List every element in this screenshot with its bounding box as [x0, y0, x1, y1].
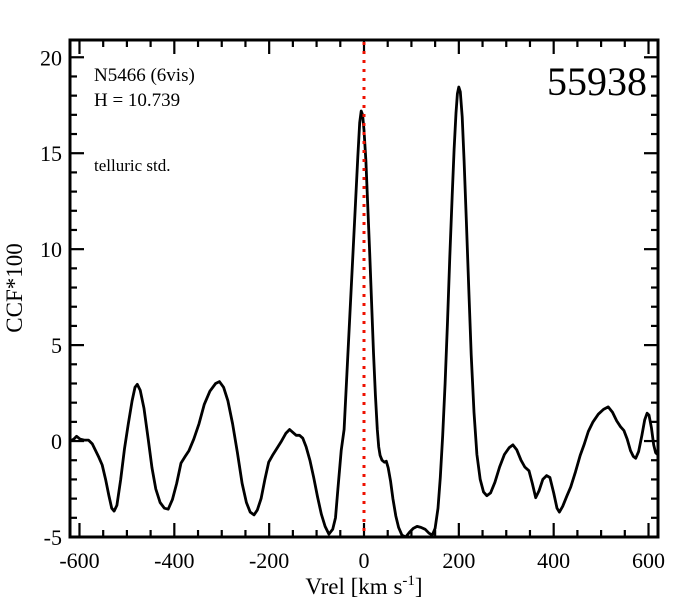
- plot-frame: [68, 38, 660, 539]
- h-magnitude-label: H = 10.739: [94, 90, 180, 111]
- x-tick-label: 200: [442, 548, 475, 573]
- axes-ticks: -600 -400 -200 0 200 400 600 -5 0 5 10 15 20: [40, 40, 665, 573]
- y-tick-label: 5: [51, 333, 62, 358]
- x-tick-label: 0: [359, 548, 370, 573]
- x-tick-label: 600: [632, 548, 665, 573]
- x-axis-title: Vrel [km s-1]: [305, 573, 422, 599]
- y-axis-title: CCF*100: [2, 243, 27, 332]
- y-tick-label: 20: [40, 45, 62, 70]
- y-tick-label: 10: [40, 237, 62, 262]
- x-tick-label: -400: [154, 548, 194, 573]
- x-tick-label: -600: [59, 548, 99, 573]
- epoch-label: 55938: [547, 59, 647, 104]
- y-tick-label: 15: [40, 141, 62, 166]
- x-tick-label: 400: [537, 548, 570, 573]
- target-label: N5466 (6vis): [94, 65, 195, 86]
- y-tick-label: -5: [44, 525, 62, 550]
- telluric-note-label: telluric std.: [94, 156, 170, 175]
- y-tick-label: 0: [51, 429, 62, 454]
- x-tick-label: -200: [249, 548, 289, 573]
- ccf-curve: [70, 85, 658, 537]
